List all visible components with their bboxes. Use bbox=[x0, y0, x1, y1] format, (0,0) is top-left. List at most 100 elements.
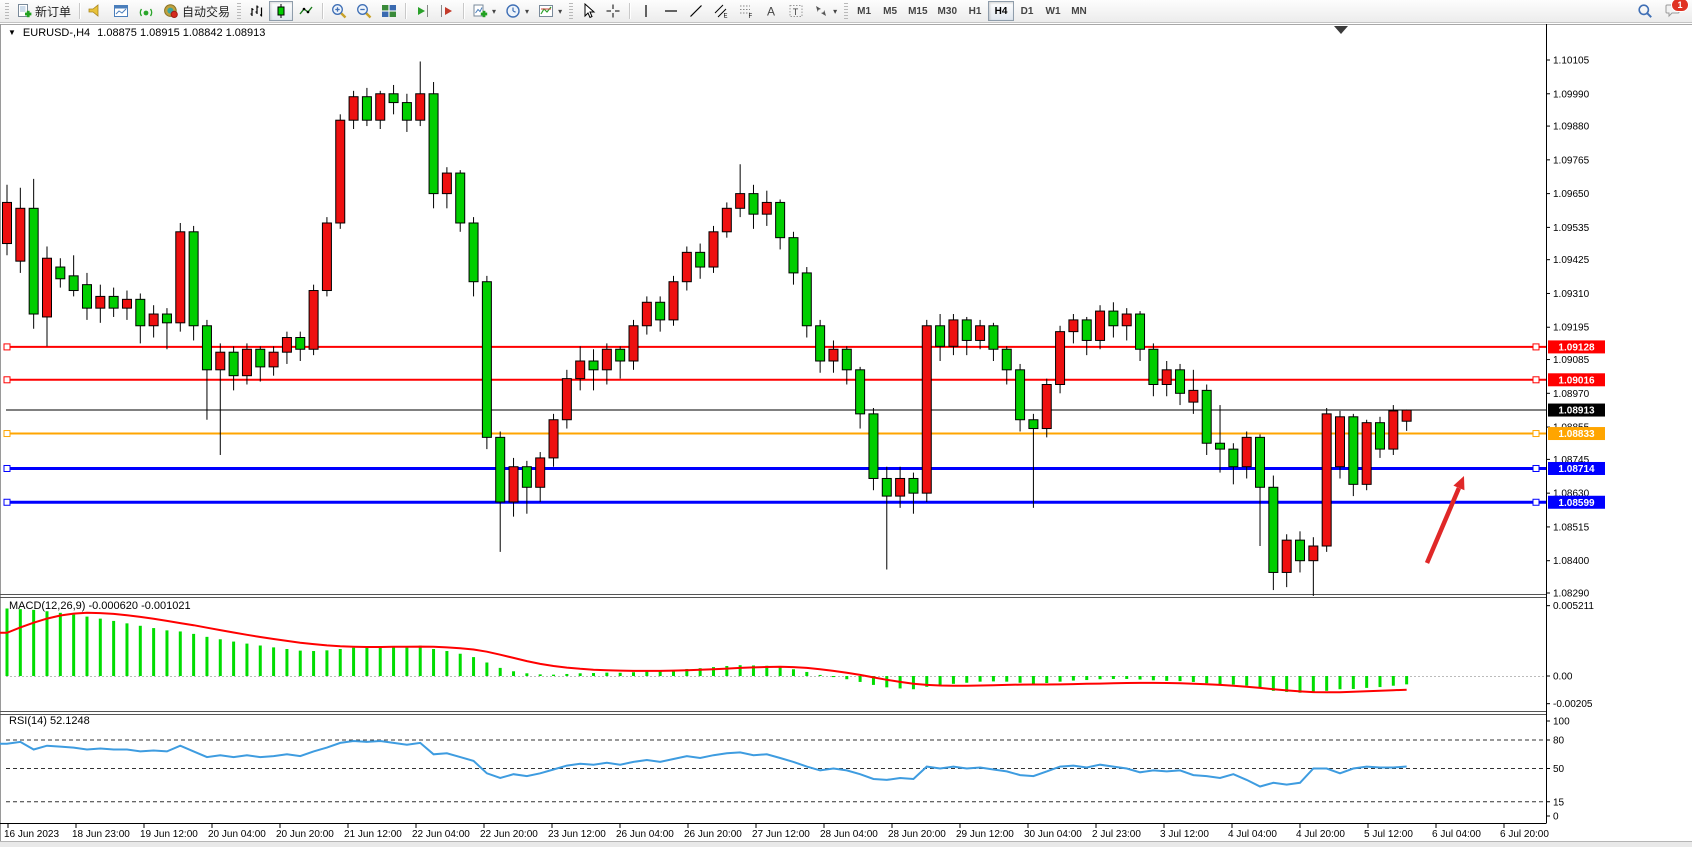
hline-1.09016[interactable] bbox=[3, 376, 1546, 384]
text-button[interactable]: A bbox=[759, 1, 783, 21]
tile-windows-button[interactable] bbox=[377, 1, 401, 21]
trendline-button[interactable] bbox=[684, 1, 708, 21]
svg-text:18 Jun 23:00: 18 Jun 23:00 bbox=[72, 829, 130, 840]
zoom-in-button[interactable] bbox=[327, 1, 351, 21]
price-badge-1.08599: 1.08599 bbox=[1548, 495, 1605, 509]
horizontal-line-icon bbox=[665, 10, 678, 12]
rsi-axis: 100 80 50 15 0 bbox=[1546, 717, 1570, 823]
line-handle[interactable] bbox=[1532, 464, 1540, 472]
pane-frame bbox=[0, 24, 1692, 841]
signal-button[interactable] bbox=[134, 1, 158, 21]
line-handle[interactable] bbox=[1532, 498, 1540, 506]
trend-arrow[interactable] bbox=[1424, 476, 1465, 564]
svg-text:1.09880: 1.09880 bbox=[1553, 122, 1590, 133]
svg-text:T: T bbox=[793, 7, 799, 17]
svg-text:1.08970: 1.08970 bbox=[1553, 389, 1590, 400]
line-handle[interactable] bbox=[3, 343, 11, 351]
candlesticks bbox=[2, 61, 1412, 596]
fibonacci-icon: F bbox=[740, 5, 753, 19]
hline-1.08599[interactable] bbox=[3, 498, 1546, 506]
main-toolbar: 新订单 自动交易 bbox=[0, 0, 1692, 23]
svg-text:15: 15 bbox=[1553, 797, 1565, 808]
svg-text:3 Jul 12:00: 3 Jul 12:00 bbox=[1160, 829, 1209, 840]
zoom-out-button[interactable] bbox=[352, 1, 376, 21]
chart-shift-marker[interactable] bbox=[1334, 26, 1348, 34]
macd-signal-line bbox=[0, 611, 1407, 694]
svg-text:21 Jun 12:00: 21 Jun 12:00 bbox=[344, 829, 402, 840]
svg-text:26 Jun 20:00: 26 Jun 20:00 bbox=[684, 829, 742, 840]
add-indicator-icon bbox=[473, 4, 488, 18]
hline-1.09128[interactable] bbox=[3, 343, 1546, 351]
svg-text:A: A bbox=[767, 5, 775, 19]
notification-badge[interactable]: 1 bbox=[1671, 0, 1689, 12]
dropdown-arrow-icon: ▾ bbox=[558, 6, 563, 16]
dropdown-arrow-icon: ▾ bbox=[525, 6, 530, 16]
horizontal-line-button[interactable] bbox=[659, 1, 683, 21]
timeframe-MN[interactable]: MN bbox=[1066, 1, 1092, 21]
timeframe-W1[interactable]: W1 bbox=[1040, 1, 1066, 21]
timeframe-H4[interactable]: H4 bbox=[988, 1, 1014, 21]
fibonacci-button[interactable]: F bbox=[734, 1, 758, 21]
timeframe-M15[interactable]: M15 bbox=[903, 1, 932, 21]
crosshair-button[interactable] bbox=[601, 1, 625, 21]
svg-text:1.08400: 1.08400 bbox=[1553, 556, 1590, 567]
hline-1.08833[interactable] bbox=[3, 430, 1546, 438]
chart-shift-button[interactable] bbox=[435, 1, 459, 21]
chart-window-button[interactable] bbox=[109, 1, 133, 21]
hline-1.08714[interactable] bbox=[3, 464, 1546, 472]
templates-button[interactable]: ▾ bbox=[534, 1, 566, 21]
line-handle[interactable] bbox=[3, 464, 11, 472]
svg-text:1.08630: 1.08630 bbox=[1553, 489, 1590, 500]
timeframe-H1[interactable]: H1 bbox=[962, 1, 988, 21]
svg-text:22 Jun 04:00: 22 Jun 04:00 bbox=[412, 829, 470, 840]
line-chart-button[interactable] bbox=[294, 1, 318, 21]
add-indicator-button[interactable]: ▾ bbox=[468, 1, 500, 21]
autotrading-button[interactable]: 自动交易 bbox=[159, 1, 234, 21]
svg-text:19 Jun 12:00: 19 Jun 12:00 bbox=[140, 829, 198, 840]
line-handle[interactable] bbox=[3, 376, 11, 384]
text-label-button[interactable]: T bbox=[784, 1, 808, 21]
line-handle[interactable] bbox=[1532, 376, 1540, 384]
vertical-line-button[interactable] bbox=[634, 1, 658, 21]
toolbar-grip bbox=[569, 3, 574, 19]
svg-text:1.09128: 1.09128 bbox=[1558, 342, 1595, 353]
dropdown-arrow-icon: ▾ bbox=[492, 6, 497, 16]
timeframe-D1[interactable]: D1 bbox=[1014, 1, 1040, 21]
chart-shift-icon bbox=[441, 5, 453, 17]
time-axis: 16 Jun 2023 18 Jun 23:00 19 Jun 12:00 20 Ju… bbox=[4, 824, 1549, 840]
auto-scroll-button[interactable] bbox=[410, 1, 434, 21]
svg-text:0: 0 bbox=[1553, 812, 1559, 823]
line-handle[interactable] bbox=[3, 430, 11, 438]
text-icon: A bbox=[767, 5, 775, 19]
arrows-icon bbox=[816, 6, 827, 16]
vertical-line-icon bbox=[645, 5, 647, 17]
bar-chart-button[interactable] bbox=[244, 1, 268, 21]
new-order-button[interactable]: 新订单 bbox=[12, 1, 75, 21]
line-handle[interactable] bbox=[1532, 343, 1540, 351]
periods-button[interactable]: ▾ bbox=[501, 1, 533, 21]
cursor-button[interactable] bbox=[576, 1, 600, 21]
svg-text:6 Jul 20:00: 6 Jul 20:00 bbox=[1500, 829, 1549, 840]
candlestick-chart-icon bbox=[277, 4, 285, 18]
equidistant-channel-button[interactable]: E bbox=[709, 1, 733, 21]
bar-chart-icon bbox=[250, 5, 263, 17]
timeframe-M1[interactable]: M1 bbox=[851, 1, 877, 21]
timeframe-M5[interactable]: M5 bbox=[877, 1, 903, 21]
svg-text:1.09990: 1.09990 bbox=[1553, 89, 1590, 100]
timeframe-M30[interactable]: M30 bbox=[933, 1, 962, 21]
arrows-button[interactable]: ▾ bbox=[809, 1, 841, 21]
svg-text:1.08913: 1.08913 bbox=[1558, 406, 1595, 417]
svg-text:22 Jun 20:00: 22 Jun 20:00 bbox=[480, 829, 538, 840]
svg-text:23 Jun 12:00: 23 Jun 12:00 bbox=[548, 829, 606, 840]
sound-button[interactable] bbox=[84, 1, 108, 21]
line-handle[interactable] bbox=[3, 498, 11, 506]
one-click-expander-icon[interactable]: ▼ bbox=[8, 28, 16, 37]
new-order-icon bbox=[18, 4, 32, 18]
line-handle[interactable] bbox=[1532, 430, 1540, 438]
search-button[interactable] bbox=[1633, 1, 1657, 21]
candlestick-chart-button[interactable] bbox=[269, 1, 294, 21]
dropdown-arrow-icon: ▾ bbox=[833, 6, 838, 16]
